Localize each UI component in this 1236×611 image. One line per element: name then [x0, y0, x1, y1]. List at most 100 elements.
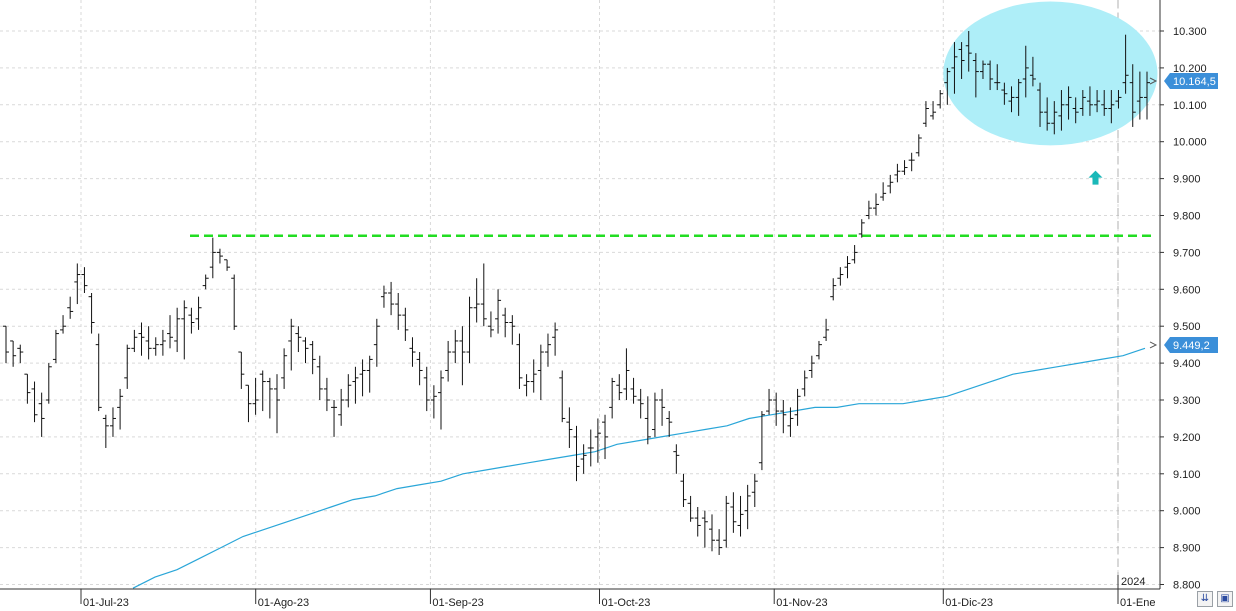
price-bars	[3, 31, 1150, 555]
ohlc-bar	[965, 31, 972, 72]
ohlc-bar	[858, 219, 865, 238]
ohlc-bar	[409, 337, 416, 367]
ohlc-bar	[295, 326, 302, 353]
price-tick-label: 8.900	[1173, 543, 1201, 555]
ohlc-bar	[930, 101, 937, 120]
price-tick-label: 9.800	[1173, 211, 1201, 223]
ohlc-bar	[730, 492, 737, 533]
ohlc-bar	[623, 348, 630, 400]
price-pointer-icon	[1149, 77, 1158, 85]
price-tick-label: 9.500	[1173, 321, 1201, 333]
date-tick-label: 01-Sep-23	[432, 597, 483, 609]
ohlc-bar	[887, 174, 894, 194]
price-tick-label: 10.100	[1173, 100, 1207, 112]
ohlc-bar	[152, 337, 159, 356]
ohlc-bar	[181, 300, 188, 360]
ohlc-bar	[609, 377, 616, 419]
date-tick-label: 01-Jul-23	[83, 597, 129, 609]
ohlc-bar	[773, 392, 780, 426]
ohlc-bar	[95, 333, 102, 412]
ohlc-bar	[1015, 78, 1022, 116]
ohlc-bar	[780, 400, 787, 434]
ohlc-bar	[659, 388, 666, 426]
ohlc-bar	[544, 333, 551, 367]
ohlc-bar	[851, 245, 858, 264]
ohlc-bar	[380, 285, 387, 308]
ohlc-bar	[480, 263, 487, 327]
ohlc-bar	[445, 340, 452, 382]
price-pointer-icon	[1149, 341, 1158, 349]
double-down-arrow-icon[interactable]: ⇊	[1197, 591, 1213, 607]
ohlc-bar	[751, 473, 758, 508]
date-tick-label: 01-Oct-23	[602, 597, 651, 609]
ohlc-bar	[466, 296, 473, 364]
ohlc-bar	[680, 473, 687, 508]
moving-average-line	[132, 347, 1146, 589]
ohlc-bar	[644, 396, 651, 445]
ohlc-bar	[388, 281, 395, 316]
price-tag: 10.164,5	[1149, 72, 1218, 89]
ohlc-bar	[972, 53, 979, 98]
ohlc-bar	[987, 60, 994, 91]
price-tick-label: 9.000	[1173, 506, 1201, 518]
ohlc-bar	[509, 315, 516, 345]
ohlc-bar	[202, 274, 209, 290]
ohlc-bar	[1129, 64, 1136, 127]
price-tags: 10.164,5 9.449,2	[1149, 72, 1218, 353]
ohlc-bar	[844, 256, 851, 279]
price-tick-label: 9.600	[1173, 284, 1201, 296]
ohlc-bar	[758, 411, 765, 471]
ohlc-bar	[808, 355, 815, 378]
price-tick-label: 9.100	[1173, 469, 1201, 481]
ohlc-bar	[1044, 97, 1051, 131]
ohlc-bar	[216, 248, 223, 264]
ohlc-bar	[131, 329, 138, 353]
ohlc-bar	[1037, 82, 1044, 127]
ohlc-bar	[673, 444, 680, 474]
ohlc-bar	[288, 318, 295, 371]
ohlc-bar	[124, 344, 131, 389]
ohlc-bar	[323, 377, 330, 412]
ohlc-bar	[3, 325, 9, 364]
save-icon[interactable]: ▣	[1217, 591, 1233, 607]
price-axis[interactable]: 10.300 10.200 10.100 10.000 9.900 9.800 9.700 9…	[1160, 26, 1207, 592]
ohlc-bar	[694, 507, 701, 537]
ohlc-bar	[17, 344, 24, 364]
price-tag-label: 10.164,5	[1173, 76, 1216, 88]
ohlc-bar	[580, 444, 587, 474]
ohlc-bar	[979, 60, 986, 79]
date-axis[interactable]: 01-Jul-23 01-Ago-23 01-Sep-23 01-Oct-23 01-N…	[80, 575, 1155, 609]
ohlc-bar	[331, 400, 338, 437]
ohlc-bar	[74, 263, 81, 305]
ohlc-bar	[708, 514, 715, 552]
price-tick-label: 9.200	[1173, 432, 1201, 444]
ohlc-bar	[566, 407, 573, 448]
ohlc-bar	[359, 359, 366, 397]
ohlc-bar	[281, 348, 288, 389]
ohlc-bar	[473, 278, 480, 323]
ohlc-bar	[951, 42, 958, 94]
ohlc-bar	[1008, 86, 1015, 113]
ohlc-bar	[894, 163, 901, 183]
ohlc-bar	[915, 134, 922, 157]
ohlc-bar	[516, 333, 523, 389]
price-tag-label: 9.449,2	[1173, 340, 1210, 352]
price-tag: 9.449,2	[1149, 336, 1218, 353]
price-tick-label: 10.000	[1173, 137, 1207, 149]
ohlc-bar	[31, 381, 38, 423]
ohlc-bar	[602, 414, 609, 460]
date-tick-label: 01-Nov-23	[776, 597, 827, 609]
ohlc-bar	[573, 425, 580, 482]
price-tick-label: 9.400	[1173, 358, 1201, 370]
ohlc-bar	[1086, 86, 1093, 116]
ohlc-bar	[880, 182, 887, 201]
ohlc-bar	[1079, 90, 1086, 116]
ohlc-bar	[873, 193, 880, 216]
ohlc-bar	[231, 274, 238, 330]
ohlc-bar	[245, 384, 252, 423]
ohlc-bar	[865, 200, 872, 220]
date-tick-label: 01-Ene	[1120, 597, 1155, 609]
ohlc-bar	[1072, 97, 1079, 124]
ohlc-bar	[787, 407, 794, 437]
